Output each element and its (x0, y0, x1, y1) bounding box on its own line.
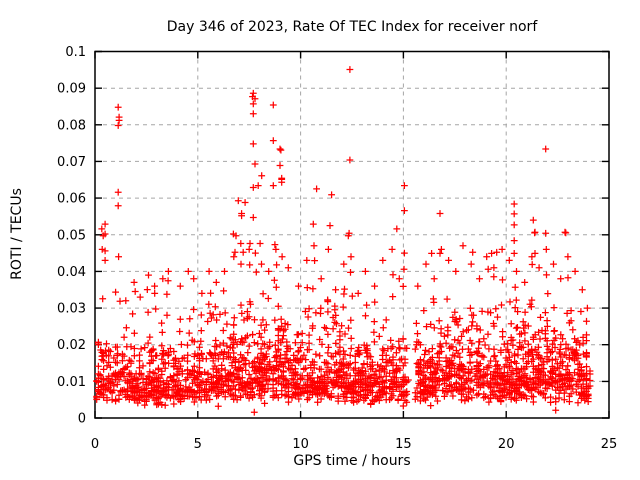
x-axis-label: GPS time / hours (293, 453, 411, 469)
x-tick-labels: 0 5 10 15 20 25 (91, 437, 617, 452)
scatter-points (93, 66, 594, 416)
y-axis-label: ROTI / TECUs (9, 188, 25, 280)
y-tick-label: 0.07 (57, 155, 86, 170)
y-tick-label: 0.02 (57, 338, 86, 353)
y-tick-label: 0.09 (57, 82, 86, 97)
y-tick-labels: 0 0.01 0.02 0.03 0.04 0.05 0.06 0.07 0.08 0.09 0.1 (57, 45, 86, 427)
y-tick-label: 0 (78, 412, 86, 427)
y-tick-label: 0.1 (65, 45, 86, 60)
y-tick-label: 0.03 (57, 302, 86, 317)
y-tick-label: 0.05 (57, 228, 86, 243)
x-tick-label: 25 (601, 437, 618, 452)
y-tick-label: 0.01 (57, 375, 86, 390)
chart-title: Day 346 of 2023, Rate Of TEC Index for r… (166, 19, 538, 35)
x-tick-label: 5 (194, 437, 202, 452)
y-tick-label: 0.04 (57, 265, 86, 280)
x-tick-label: 20 (498, 437, 515, 452)
y-tick-label: 0.08 (57, 118, 86, 133)
y-tick-label: 0.06 (57, 192, 86, 207)
x-tick-label: 10 (292, 437, 309, 452)
x-tick-label: 15 (395, 437, 412, 452)
x-tick-label: 0 (91, 437, 99, 452)
plot-border (94, 50, 610, 419)
